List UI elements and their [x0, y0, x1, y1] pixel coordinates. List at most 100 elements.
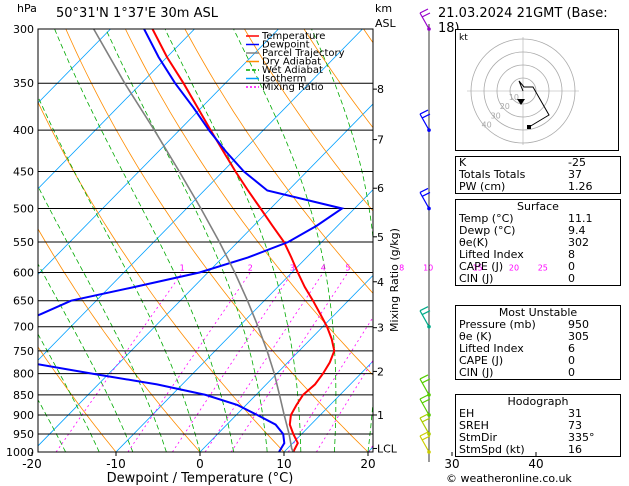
- dewpoint-curve: [38, 29, 345, 452]
- mixing-ratio-line: [287, 316, 373, 452]
- legend-label: Dewpoint: [262, 40, 310, 51]
- surface-value: 11.1: [568, 212, 593, 225]
- isotherm-line: [38, 29, 111, 104]
- surface-row: θe(K) 302: [456, 237, 620, 249]
- hodograph-kt-label: kt: [459, 33, 468, 43]
- asl-label: ASL: [375, 17, 396, 30]
- wet-adiabat-line: [54, 29, 234, 452]
- index-row: K -25: [456, 157, 620, 169]
- legend-label: Dry Adiabat: [262, 57, 321, 68]
- surface-label: Lifted Index: [459, 248, 524, 261]
- km-tick-label: 2: [377, 365, 384, 378]
- most-unstable-row: CAPE (J) 0: [456, 355, 620, 367]
- mixing-ratio-label: 15: [473, 264, 483, 273]
- index-row: PW (cm) 1.26: [456, 181, 620, 193]
- mixing-ratio-line: [204, 272, 324, 452]
- km-tick-label: 3: [377, 322, 384, 335]
- pressure-tick-label: 700: [13, 321, 34, 334]
- pressure-tick-label: 850: [13, 389, 34, 402]
- index-value: 37: [568, 168, 582, 181]
- storm-motion-marker: [517, 99, 525, 105]
- wind-barb: [419, 394, 431, 417]
- dry-adiabat-line: [244, 29, 373, 212]
- wind-barb: [419, 431, 431, 454]
- pressure-tick-label: 300: [13, 23, 34, 36]
- wind-barb: [419, 374, 431, 397]
- index-value: -25: [568, 156, 586, 169]
- hodograph-ring-label: 40: [482, 120, 492, 129]
- hodograph-ring-label: 30: [491, 111, 501, 120]
- pressure-tick-label: 950: [13, 428, 34, 441]
- hodograph-table: Hodograph EH 31 SREH 73 StmDir 335° StmSpd (kt…: [455, 394, 621, 457]
- isotherm-line: [38, 29, 195, 190]
- hodograph-stat-value: 16: [568, 443, 582, 456]
- wind-barb: [419, 109, 431, 132]
- mixing-ratio-label: 8: [399, 264, 404, 273]
- surface-value: 8: [568, 248, 575, 261]
- legend-label: Parcel Trajectory: [262, 48, 345, 59]
- km-tick-label: LCL: [377, 443, 398, 456]
- wind-barb: [419, 413, 431, 436]
- surface-value: 302: [568, 236, 589, 249]
- hodograph-stat-label: StmDir: [459, 431, 498, 444]
- most-unstable-table: Most Unstable Pressure (mb) 950 θe (K) 305 L…: [455, 305, 621, 380]
- km-tick-label: 4: [377, 276, 384, 289]
- surface-value: 0: [568, 272, 575, 285]
- hodograph-stat-row: StmSpd (kt) 16: [456, 444, 620, 456]
- mixing-ratio-label: 1: [180, 264, 185, 273]
- most-unstable-row: CIN (J) 0: [456, 367, 620, 379]
- km-tick-label: 1: [377, 409, 384, 422]
- temperature-tick-label: 20: [360, 457, 375, 471]
- km-tick-label: 5: [377, 231, 384, 244]
- index-value: 1.26: [568, 180, 593, 193]
- mixing-ratio-label: 3: [290, 264, 295, 273]
- isotherm-line: [620, 29, 629, 452]
- surface-value: 9.4: [568, 224, 586, 237]
- isotherm-line: [38, 103, 373, 447]
- surface-row: Lifted Index 8: [456, 249, 620, 261]
- hodograph-table-title: Hodograph: [507, 395, 569, 408]
- isotherm-line: [38, 29, 279, 276]
- isotherm-line: [115, 189, 373, 452]
- wind-barb: [419, 8, 431, 31]
- hodograph-end-marker: [527, 125, 531, 129]
- most-unstable-label: CIN (J): [459, 366, 494, 379]
- most-unstable-label: CAPE (J): [459, 354, 504, 367]
- surface-row: CAPE (J) 0: [456, 261, 620, 273]
- surface-row: Temp (°C) 11.1: [456, 213, 620, 225]
- mixing-ratio-label: 2: [248, 264, 253, 273]
- location-title: 50°31'N 1°37'E 30m ASL: [56, 6, 218, 21]
- temperature-tick-label: -20: [22, 457, 42, 471]
- most-unstable-label: Pressure (mb): [459, 318, 536, 331]
- temperature-tick-label: 0: [196, 457, 204, 471]
- hodograph-stat-row: SREH 73: [456, 420, 620, 432]
- surface-row: Dewp (°C) 9.4: [456, 225, 620, 237]
- pressure-tick-label: 550: [13, 236, 34, 249]
- plot-frame: [37, 28, 374, 453]
- pressure-tick-label: 600: [13, 267, 34, 280]
- pressure-tick-label: 750: [13, 345, 34, 358]
- most-unstable-row: θe (K) 305: [456, 331, 620, 343]
- surface-label: CAPE (J): [459, 260, 504, 273]
- parcel-trajectory-curve: [93, 29, 294, 452]
- wet-adiabat-line: [38, 333, 100, 452]
- most-unstable-label: θe (K): [459, 330, 492, 343]
- most-unstable-label: Lifted Index: [459, 342, 524, 355]
- surface-label: CIN (J): [459, 272, 494, 285]
- most-unstable-value: 305: [568, 330, 589, 343]
- legend-label: Temperature: [261, 31, 325, 42]
- legend-label: Isotherm: [262, 74, 306, 85]
- temperature-tick-label: 40: [528, 457, 543, 471]
- index-label: PW (cm): [459, 180, 506, 193]
- hodograph-stat-row: EH 31: [456, 408, 620, 420]
- most-unstable-row: Lifted Index 6: [456, 343, 620, 355]
- hodograph-trace: [518, 80, 550, 128]
- surface-label: Temp (°C): [459, 212, 514, 225]
- surface-label: Dewp (°C): [459, 224, 516, 237]
- dry-adiabat-line: [38, 346, 117, 452]
- surface-table: Surface Temp (°C) 11.1 Dewp (°C) 9.4 θe(K) 30…: [455, 199, 621, 286]
- dry-adiabat-line: [184, 29, 373, 294]
- wind-barb: [419, 187, 431, 211]
- hodograph-stat-value: 31: [568, 407, 582, 420]
